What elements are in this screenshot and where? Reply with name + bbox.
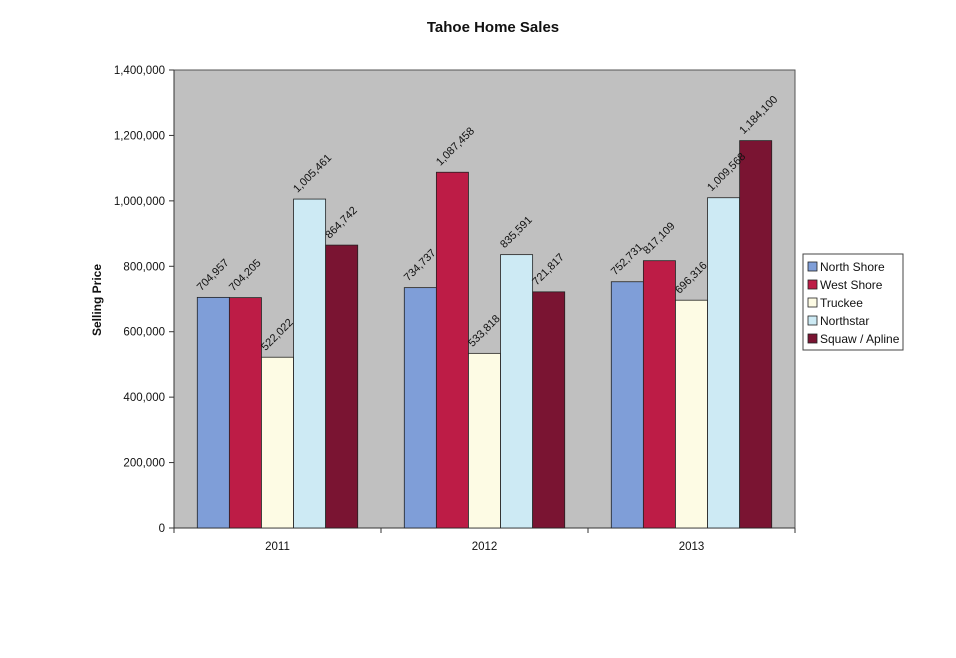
y-tick-label: 200,000 bbox=[123, 458, 165, 470]
y-tick-label: 800,000 bbox=[123, 261, 165, 273]
bar bbox=[325, 244, 359, 529]
legend: North Shore West Shore Truckee Northstar Squ… bbox=[802, 253, 904, 351]
chart-title: Tahoe Home Sales bbox=[427, 19, 559, 36]
bar bbox=[707, 197, 741, 529]
bar bbox=[642, 260, 676, 529]
legend-label: Truckee bbox=[820, 296, 863, 310]
legend-swatch bbox=[807, 333, 818, 344]
y-tick-label: 1,200,000 bbox=[114, 130, 165, 142]
bar bbox=[500, 254, 534, 529]
legend-swatch bbox=[807, 261, 818, 272]
bar bbox=[468, 352, 501, 529]
bar bbox=[435, 171, 469, 529]
bar bbox=[610, 281, 644, 529]
y-tick-label: 1,000,000 bbox=[114, 196, 165, 208]
legend-label: North Shore bbox=[820, 260, 885, 274]
bar bbox=[228, 297, 262, 529]
x-tick-label: 2012 bbox=[472, 541, 498, 553]
legend-label: Squaw / Apline bbox=[820, 332, 900, 346]
legend-swatch bbox=[807, 297, 818, 308]
bar bbox=[675, 299, 708, 529]
y-tick-label: 400,000 bbox=[123, 392, 165, 404]
x-axis: 2011 2012 2013 bbox=[173, 527, 796, 553]
bar bbox=[403, 287, 437, 529]
bar bbox=[293, 198, 327, 529]
legend-swatch bbox=[807, 315, 818, 326]
legend-label: Northstar bbox=[820, 314, 869, 328]
legend-swatch bbox=[807, 279, 818, 290]
y-tick-label: 600,000 bbox=[123, 327, 165, 339]
y-axis: 0 200,000 400,000 600,000 800,000 1,000,000 1,… bbox=[114, 65, 175, 535]
bar bbox=[532, 291, 566, 529]
bar bbox=[261, 356, 294, 529]
bar bbox=[739, 140, 773, 529]
y-axis-label: Selling Price bbox=[90, 264, 104, 336]
x-tick-label: 2013 bbox=[679, 541, 705, 553]
y-tick-label: 1,400,000 bbox=[114, 65, 165, 77]
bars bbox=[196, 140, 773, 529]
legend-box bbox=[802, 253, 904, 351]
y-tick-label: 0 bbox=[159, 523, 165, 535]
bar bbox=[196, 296, 230, 529]
x-tick-label: 2011 bbox=[265, 541, 290, 553]
legend-label: West Shore bbox=[820, 278, 883, 292]
